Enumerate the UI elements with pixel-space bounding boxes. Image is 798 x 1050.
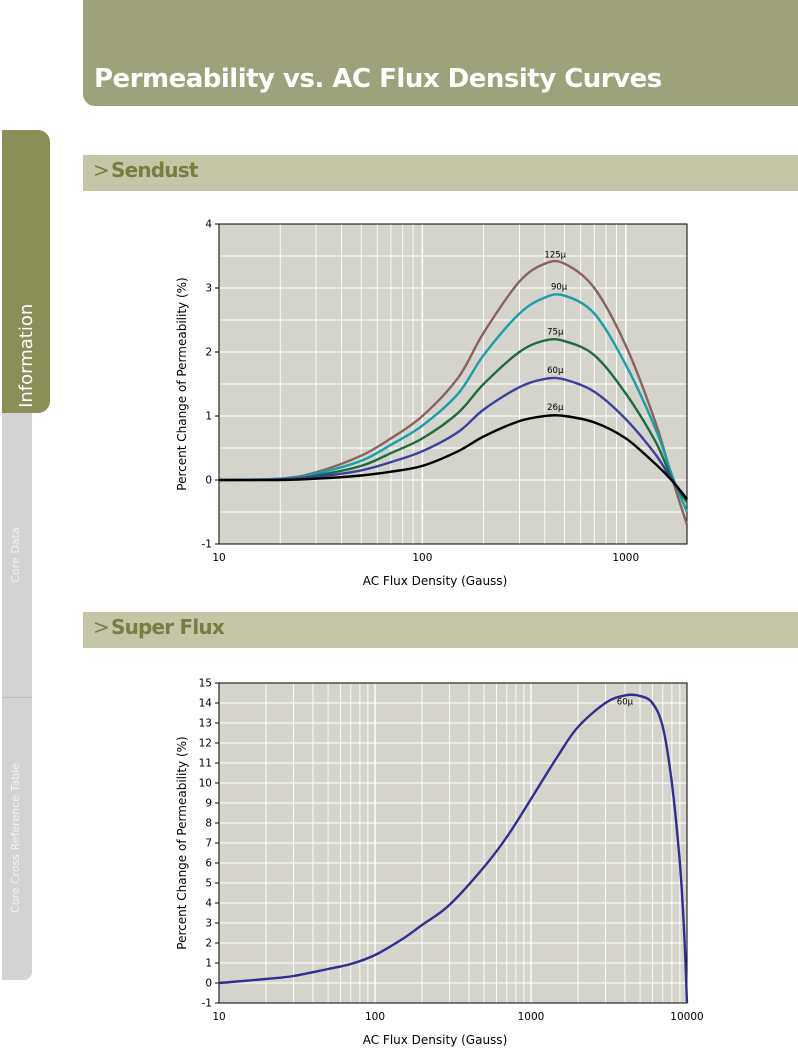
- x-tick-label: 100: [365, 1011, 385, 1023]
- series-label: 125µ: [544, 251, 566, 261]
- page-title: Permeability vs. AC Flux Density Curves: [94, 64, 662, 94]
- y-tick-label: 9: [205, 798, 212, 810]
- x-tick-label: 10000: [670, 1011, 703, 1023]
- y-tick-label: 8: [205, 818, 212, 830]
- y-tick-label: 10: [199, 778, 212, 790]
- x-tick-label: 100: [412, 552, 432, 564]
- series-line: [218, 259, 689, 526]
- y-tick-label: 13: [199, 718, 212, 730]
- y-tick-label: 15: [199, 678, 212, 690]
- sidebar-divider: [2, 697, 32, 698]
- series-label: 75µ: [547, 327, 564, 337]
- series-line: [218, 693, 689, 1004]
- x-axis-label: AC Flux Density (Gauss): [363, 1033, 508, 1047]
- y-tick-label: 0: [205, 475, 212, 487]
- y-tick-label: 6: [205, 858, 212, 870]
- chevron-right-icon: >: [93, 615, 110, 639]
- section-header-sendust: > Sendust: [83, 155, 798, 191]
- sidebar-inactive-tabs: [2, 413, 32, 980]
- y-axis-label: Percent Change of Permeability (%): [175, 736, 189, 949]
- y-tick-label: 12: [199, 738, 212, 750]
- section-title: Sendust: [110, 158, 198, 182]
- section-header-super-flux: > Super Flux: [83, 612, 798, 648]
- series-line: [218, 414, 688, 500]
- y-tick-label: -1: [202, 539, 212, 551]
- title-banner: Permeability vs. AC Flux Density Curves: [83, 0, 798, 106]
- y-axis-label: Percent Change of Permeability (%): [175, 277, 189, 490]
- y-tick-label: 3: [205, 918, 212, 930]
- y-tick-label: 11: [199, 758, 212, 770]
- y-tick-label: 2: [205, 347, 212, 359]
- series-line: [218, 293, 689, 513]
- y-tick-label: 4: [205, 219, 212, 231]
- x-tick-label: 10: [212, 552, 225, 564]
- series-label: 26µ: [547, 403, 564, 413]
- x-tick-label: 1000: [518, 1011, 545, 1023]
- x-tick-label: 1000: [612, 552, 639, 564]
- y-tick-label: 2: [205, 938, 212, 950]
- y-tick-label: 7: [205, 838, 212, 850]
- series-label: 90µ: [551, 283, 568, 293]
- y-tick-label: 1: [205, 411, 212, 423]
- x-axis-label: AC Flux Density (Gauss): [363, 574, 508, 588]
- plot-frame: [218, 223, 688, 545]
- series-line: [218, 376, 688, 500]
- tab-technical-information[interactable]: Technical Information: [2, 130, 50, 496]
- y-tick-label: 3: [205, 283, 212, 295]
- y-tick-label: 0: [205, 978, 212, 990]
- y-tick-label: 14: [199, 698, 213, 710]
- series-label: 60µ: [547, 366, 564, 376]
- y-tick-label: 5: [205, 878, 212, 890]
- series-line: [218, 338, 689, 504]
- x-tick-label: 10: [212, 1011, 225, 1023]
- y-tick-label: -1: [202, 998, 212, 1010]
- series-label: 60µ: [617, 697, 634, 707]
- chevron-right-icon: >: [93, 158, 110, 182]
- y-tick-label: 1: [205, 958, 212, 970]
- y-tick-label: 4: [205, 898, 212, 910]
- section-title: Super Flux: [110, 615, 225, 639]
- chart-0: -1 0 1 2 3 4 10 100 1000 AC Flux Density (Gauss) P…: [175, 219, 689, 588]
